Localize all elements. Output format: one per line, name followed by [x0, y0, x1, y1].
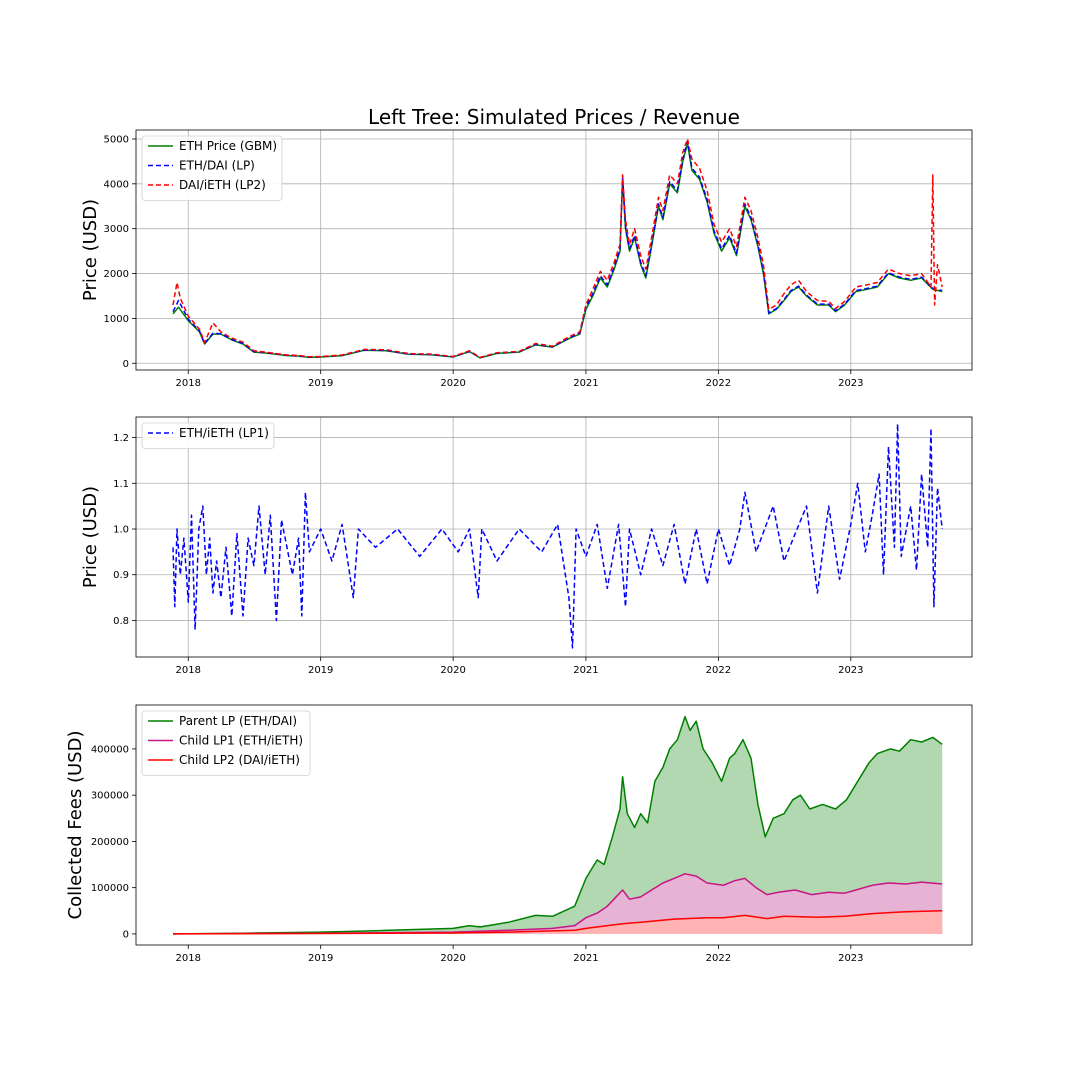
y-axis-label: Price (USD): [80, 486, 101, 588]
x-tick-label: 2019: [308, 378, 333, 389]
x-tick-label: 2022: [706, 378, 731, 389]
axes-frame: [135, 704, 973, 946]
x-tick-label: 2020: [440, 665, 465, 676]
x-tick-label: 2022: [706, 665, 731, 676]
plot-area: [172, 423, 943, 649]
y-tick-label: 5000: [104, 134, 129, 145]
area-fill-parent-lp-eth-dai: [173, 716, 943, 934]
y-tick-label: 1.2: [113, 433, 129, 444]
y-tick-label: 100000: [91, 883, 129, 894]
legend: ETH/iETH (LP1): [141, 422, 275, 449]
figure-title: Left Tree: Simulated Prices / Revenue: [368, 105, 740, 129]
y-tick-label: 200000: [91, 837, 129, 848]
y-tick-label: 400000: [91, 744, 129, 755]
y-tick-label: 1.1: [113, 479, 129, 490]
y-axis-label: Collected Fees (USD): [65, 731, 86, 920]
legend-label-child-lp2-dai-ieth: Child LP2 (DAI/iETH): [179, 753, 300, 767]
legend-label-dai-ieth-lp2: DAI/iETH (LP2): [179, 178, 266, 192]
plot-area: [172, 138, 943, 359]
x-tick-label: 2018: [176, 378, 201, 389]
y-tick-label: 2000: [104, 269, 129, 280]
x-tick-label: 2020: [440, 378, 465, 389]
x-tick-label: 2023: [838, 378, 863, 389]
y-tick-label: 4000: [104, 179, 129, 190]
legend: Parent LP (ETH/DAI) Child LP1 (ETH/iETH) C…: [141, 710, 311, 776]
legend-box: [141, 422, 275, 449]
y-tick-label: 3000: [104, 224, 129, 235]
y-tick-label: 1000: [104, 314, 129, 325]
series-line-dai-ieth-lp2: [172, 138, 943, 359]
legend-box: [141, 710, 311, 776]
legend-label-eth-price-gbm: ETH Price (GBM): [179, 139, 277, 153]
plot-area: [172, 715, 943, 935]
price-panel: 2018 2019 2020 2021 2022 2023 0 1000 2000 3000 400…: [80, 129, 973, 389]
y-tick-label: 0: [123, 359, 129, 370]
x-tick-label: 2022: [706, 953, 731, 964]
x-tick-label: 2023: [838, 665, 863, 676]
x-tick-label: 2019: [308, 665, 333, 676]
axes-frame: [135, 416, 973, 658]
y-tick-label: 300000: [91, 791, 129, 802]
x-tick-label: 2021: [573, 953, 598, 964]
x-tick-label: 2021: [573, 665, 598, 676]
legend-label-parent-lp-eth-dai: Parent LP (ETH/DAI): [179, 714, 297, 728]
series-line-eth-ieth-lp1: [172, 423, 943, 649]
legend-label-eth-ieth-lp1: ETH/iETH (LP1): [179, 426, 269, 440]
series-line-parent-lp-eth-dai: [172, 715, 943, 935]
y-tick-label: 1.0: [113, 525, 129, 536]
x-tick-label: 2018: [176, 953, 201, 964]
x-tick-label: 2021: [573, 378, 598, 389]
legend-label-eth-dai-lp: ETH/DAI (LP): [179, 159, 255, 173]
x-tick-label: 2018: [176, 665, 201, 676]
y-axis-label: Price (USD): [80, 199, 101, 301]
y-tick-label: 0.9: [113, 570, 129, 581]
lp1-price-panel: 2018 2019 2020 2021 2022 2023 0.8 0.9 1.0 1.1 1.2 P…: [80, 416, 973, 676]
legend-box: [141, 135, 283, 201]
series-line-child-lp2-dai-ieth: [172, 910, 943, 935]
x-tick-label: 2023: [838, 953, 863, 964]
legend-label-child-lp1-eth-ieth: Child LP1 (ETH/iETH): [179, 734, 303, 748]
y-tick-label: 0.8: [113, 616, 129, 627]
x-tick-label: 2020: [440, 953, 465, 964]
axes-frame: [135, 129, 973, 371]
series-line-child-lp1-eth-ieth: [172, 873, 943, 935]
fees-panel: 2018 2019 2020 2021 2022 2023 0 100000 200000 300…: [65, 704, 973, 964]
x-tick-label: 2019: [308, 953, 333, 964]
y-tick-label: 0: [123, 929, 129, 940]
legend: ETH Price (GBM) ETH/DAI (LP) DAI/iETH (LP2…: [141, 135, 283, 201]
